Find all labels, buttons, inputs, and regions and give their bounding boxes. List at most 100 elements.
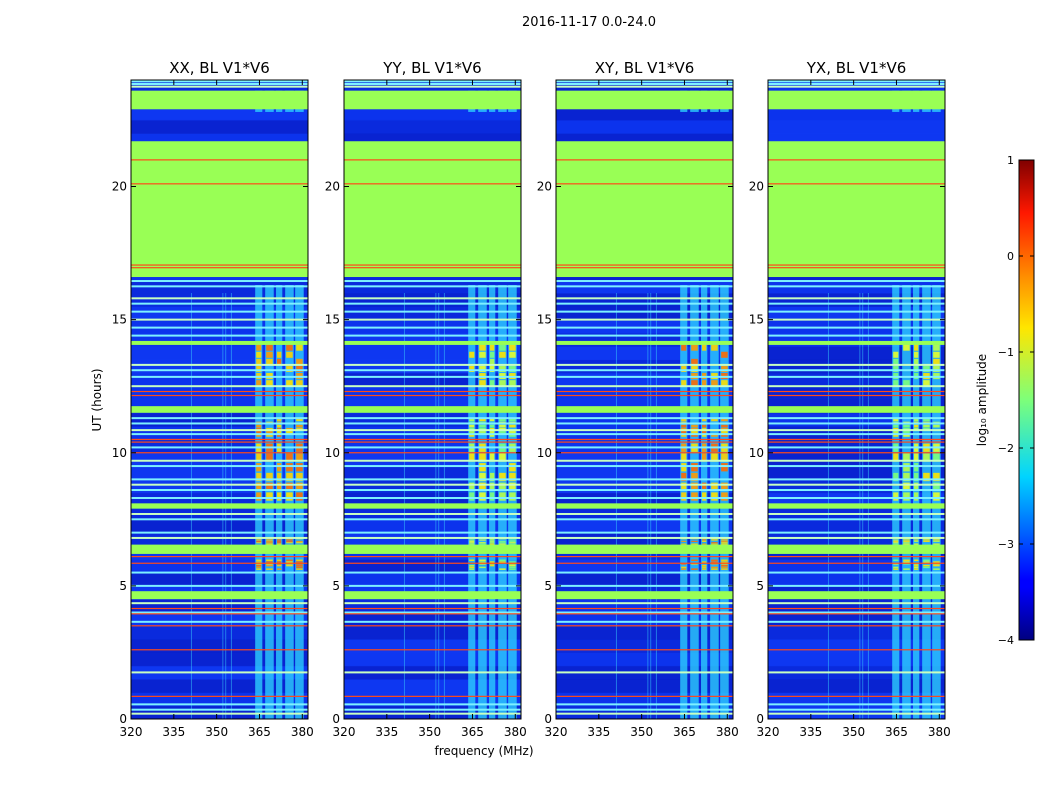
time-line xyxy=(768,536,945,539)
time-line xyxy=(556,483,733,486)
red-flag-line xyxy=(131,267,308,269)
red-flag-line xyxy=(344,390,521,393)
rfi-hotspot xyxy=(923,365,930,372)
rfi-hotspot xyxy=(490,351,495,358)
time-line xyxy=(768,285,945,288)
rfi-hotspot xyxy=(721,380,728,387)
rfi-hotspot xyxy=(903,453,910,462)
red-flag-line xyxy=(768,390,945,393)
red-flag-line xyxy=(556,649,733,651)
rfi-hotspot xyxy=(256,344,262,351)
rfi-hotspot xyxy=(277,540,282,542)
red-flag-line xyxy=(131,441,308,443)
red-flag-line xyxy=(556,695,733,697)
time-line xyxy=(131,280,308,283)
flagged-range xyxy=(556,406,733,413)
y-tick-label: 10 xyxy=(537,446,552,460)
rfi-hotspot xyxy=(711,344,718,351)
background-band xyxy=(344,319,521,334)
background-band xyxy=(131,612,308,627)
background-band xyxy=(556,679,733,693)
rfi-hotspot xyxy=(914,564,919,567)
rfi-hotspot xyxy=(721,543,728,545)
rfi-hotspot xyxy=(933,344,940,351)
rfi-hotspot xyxy=(256,482,262,491)
rfi-hotspot xyxy=(721,453,728,462)
flagged-range xyxy=(556,90,733,110)
flagged-range xyxy=(131,90,308,110)
rfi-channel xyxy=(478,285,487,719)
time-line xyxy=(131,318,308,321)
rfi-hotspot xyxy=(702,539,707,541)
rfi-hotspot xyxy=(499,540,506,542)
time-line xyxy=(768,385,945,388)
rfi-hotspot xyxy=(933,543,940,545)
flagged-range xyxy=(556,591,733,600)
time-line xyxy=(768,489,945,492)
time-line xyxy=(768,310,945,313)
red-flag-line xyxy=(768,438,945,441)
background-band xyxy=(344,466,521,480)
rfi-hotspot xyxy=(277,424,282,428)
rfi-hotspot xyxy=(266,559,273,562)
rfi-hotspot xyxy=(256,561,262,563)
background-band xyxy=(768,439,945,454)
rfi-hotspot xyxy=(903,424,910,428)
rfi-hotspot xyxy=(490,539,495,541)
rfi-hotspot xyxy=(933,539,940,541)
time-line xyxy=(768,85,945,88)
rfi-hotspot xyxy=(933,482,940,491)
rfi-hotspot xyxy=(691,540,698,542)
rfi-hotspot xyxy=(681,344,687,351)
background-band xyxy=(131,306,308,321)
background-band xyxy=(768,652,945,667)
time-line xyxy=(344,703,521,706)
rfi-hotspot xyxy=(893,539,899,541)
rfi-hotspot xyxy=(469,568,475,570)
time-line xyxy=(556,334,733,337)
rfi-hotspot xyxy=(490,434,495,437)
rfi-hotspot xyxy=(479,492,486,501)
rfi-hotspot xyxy=(914,568,919,570)
rfi-hotspot xyxy=(286,559,293,562)
time-line xyxy=(344,712,521,715)
time-line xyxy=(131,518,308,521)
rfi-hotspot xyxy=(256,568,262,570)
time-line xyxy=(768,318,945,321)
time-line xyxy=(556,478,733,481)
red-flag-line xyxy=(556,607,733,610)
background-band xyxy=(131,466,308,480)
rfi-hotspot xyxy=(681,472,687,482)
rfi-hotspot xyxy=(490,564,495,567)
time-line xyxy=(556,602,733,605)
rfi-hotspot xyxy=(933,540,940,542)
background-band xyxy=(556,119,733,134)
rfi-hotspot xyxy=(256,539,262,541)
rfi-hotspot xyxy=(490,431,495,434)
background-band xyxy=(344,679,521,693)
rfi-hotspot xyxy=(721,418,728,422)
red-flag-line xyxy=(131,607,308,610)
flagged-range xyxy=(768,503,945,509)
panel-frame xyxy=(767,79,946,720)
rfi-hotspot xyxy=(923,418,930,422)
time-line xyxy=(768,584,945,587)
colorbar-tick-label: 1 xyxy=(1007,154,1014,167)
background-band xyxy=(768,679,945,693)
flagged-range xyxy=(768,340,945,345)
time-line xyxy=(344,363,521,366)
red-flag-line xyxy=(131,555,308,558)
rfi-hotspot xyxy=(903,431,910,434)
rfi-channel xyxy=(489,285,496,719)
time-line xyxy=(131,385,308,388)
rfi-hotspot xyxy=(469,431,475,434)
rfi-hotspot xyxy=(702,492,707,501)
time-line xyxy=(768,712,945,715)
rfi-hotspot xyxy=(691,344,698,351)
y-tick-label: 20 xyxy=(325,180,340,194)
y-tick-label: 5 xyxy=(332,579,340,593)
red-flag-line xyxy=(131,695,308,697)
rfi-hotspot xyxy=(721,365,728,372)
rfi-channel xyxy=(932,285,941,719)
flagged-range xyxy=(131,340,308,345)
